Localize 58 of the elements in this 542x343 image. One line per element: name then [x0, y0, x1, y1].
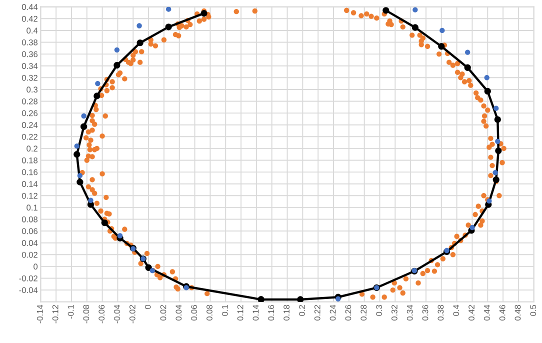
x-tick-label: 0.42 — [468, 305, 474, 321]
x-tick-label: 0.18 — [284, 304, 290, 321]
x-tick-label: 0.22 — [314, 305, 320, 321]
x-tick-label: 0.08 — [206, 304, 212, 321]
y-tick-label: 0.32 — [22, 74, 38, 81]
y-tick-label: 0.42 — [22, 16, 38, 22]
x-tick-label: 0.06 — [191, 304, 198, 321]
y-tick-label: -0.04 — [19, 287, 38, 294]
x-tick-label: 0.02 — [160, 305, 166, 321]
x-tick-label: 0 — [144, 304, 151, 309]
y-tick-label: 0.18 — [22, 157, 38, 164]
x-tick-label: 0.3 — [376, 304, 382, 316]
y-tick-label: 0.12 — [22, 192, 38, 199]
x-tick-label: 0.34 — [406, 304, 413, 321]
x-tick-label: -0.12 — [52, 305, 58, 324]
y-tick-label: 0.26 — [22, 110, 38, 116]
y-tick-label: 0.24 — [22, 122, 38, 128]
y-tick-label: 0.28 — [22, 98, 38, 104]
x-tick-label: -0.02 — [129, 305, 136, 324]
x-tick-label: -0.04 — [114, 304, 120, 324]
y-tick-label: 0.16 — [22, 169, 38, 176]
y-tick-label: 0.08 — [22, 216, 38, 222]
x-tick-label: 0.5 — [530, 304, 536, 316]
x-tick-label: 0.38 — [438, 304, 444, 321]
y-tick-label: 0.4 — [26, 28, 38, 34]
x-tick-label: 0.26 — [345, 304, 352, 321]
y-tick-label: 0.2 — [26, 146, 38, 152]
x-tick-label: 0.46 — [499, 304, 506, 321]
x-tick-label: -0.1 — [68, 305, 74, 319]
y-tick-label: 0.1 — [26, 204, 38, 211]
x-tick-label: -0.14 — [36, 304, 43, 324]
x-tick-label: 0.2 — [299, 305, 305, 316]
x-tick-label: 0.16 — [268, 304, 274, 321]
y-tick-label: 0.38 — [22, 39, 38, 46]
y-tick-label: 0 — [34, 264, 38, 270]
x-tick-label: 0.14 — [252, 304, 259, 321]
x-tick-label: 0.44 — [484, 304, 490, 321]
y-tick-label: 0.22 — [22, 134, 38, 140]
x-tick-label: 0.12 — [237, 305, 244, 321]
y-tick-label: 0.06 — [22, 228, 38, 234]
x-tick-label: -0.08 — [83, 304, 90, 324]
x-tick-label: 0.24 — [330, 304, 336, 321]
x-tick-label: 0.04 — [176, 304, 182, 321]
x-tick-label: -0.06 — [98, 304, 105, 324]
y-tick-label: 0.36 — [22, 51, 38, 58]
y-tick-label: 0.04 — [22, 240, 38, 246]
y-tick-label: -0.02 — [19, 275, 38, 282]
y-tick-label: 0.44 — [22, 4, 38, 10]
y-tick-label: 0.3 — [26, 86, 38, 93]
x-tick-label: 0.36 — [422, 304, 428, 321]
y-tick-label: 0.34 — [22, 63, 38, 69]
y-tick-label: 0.02 — [22, 252, 38, 258]
x-tick-label: 0.28 — [360, 304, 367, 321]
y-tick-label: 0.14 — [22, 181, 38, 187]
x-tick-label: 0.4 — [453, 304, 460, 316]
x-tick-label: 0.1 — [222, 305, 228, 316]
x-tick-label: 0.32 — [391, 305, 398, 321]
x-tick-label: 0.48 — [514, 304, 521, 321]
